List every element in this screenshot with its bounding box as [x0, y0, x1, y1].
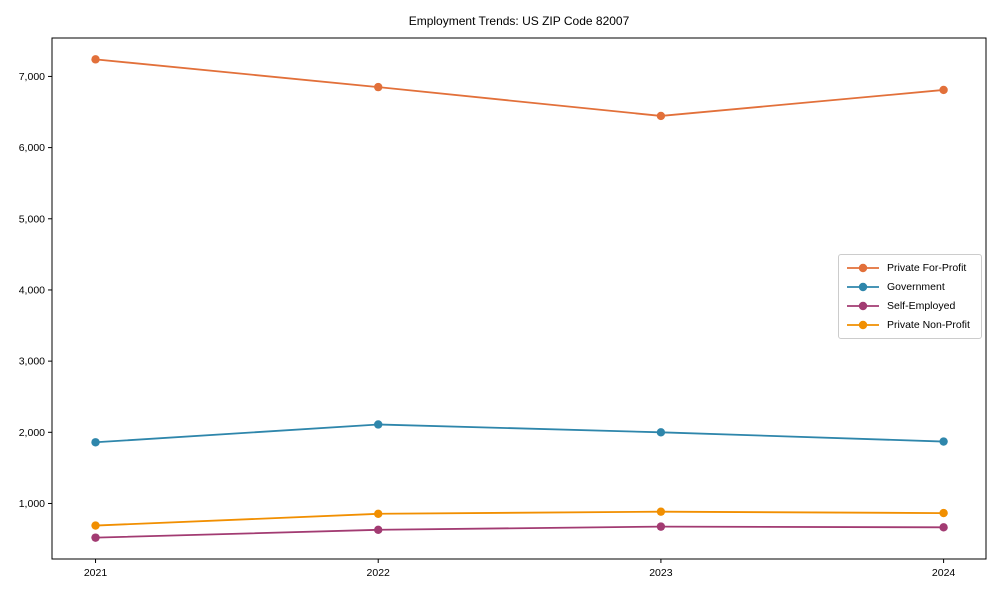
y-tick-label: 2,000	[19, 427, 45, 439]
legend-line-sample	[847, 320, 879, 329]
legend-label: Private Non-Profit	[887, 318, 970, 331]
y-tick-label: 3,000	[19, 356, 45, 368]
y-tick-label: 4,000	[19, 285, 45, 297]
data-point-marker	[939, 523, 948, 532]
x-tick-label: 2022	[367, 567, 391, 579]
legend-item: Self-Employed	[839, 298, 981, 314]
y-tick-label: 1,000	[19, 498, 45, 510]
legend: Private For-Profit Government Self-Employe…	[838, 254, 982, 339]
legend-label: Self-Employed	[887, 299, 956, 312]
legend-line-sample	[847, 264, 879, 273]
data-point-marker	[939, 437, 948, 446]
data-point-marker	[656, 111, 666, 121]
data-point-marker	[91, 521, 100, 530]
x-tick-label: 2021	[84, 567, 108, 579]
y-tick-label: 6,000	[19, 142, 45, 154]
data-point-marker	[91, 55, 100, 64]
series-line-self-employed	[95, 525, 944, 539]
chart-title: Employment Trends: US ZIP Code 82007	[408, 14, 630, 28]
legend-sample-marker-icon	[858, 264, 868, 273]
legend-label: Private For-Profit	[887, 262, 967, 275]
legend-label: Government	[887, 281, 945, 294]
legend-item: Private Non-Profit	[839, 317, 981, 333]
x-tick-label: 2023	[649, 567, 673, 579]
data-point-marker	[656, 428, 666, 437]
legend-sample-marker-icon	[858, 301, 868, 311]
series-line-private-non-profit	[95, 510, 944, 527]
legend-item: Private For-Profit	[839, 260, 981, 276]
legend-line-sample	[847, 282, 879, 292]
legend-sample-marker-icon	[858, 320, 868, 329]
data-point-marker	[374, 420, 383, 429]
data-point-marker	[939, 85, 948, 95]
y-tick-label: 7,000	[19, 71, 45, 83]
series-line-government	[95, 423, 944, 444]
legend-sample-marker-icon	[858, 282, 868, 292]
data-point-marker	[91, 533, 100, 542]
data-point-marker	[939, 508, 948, 518]
x-tick-label: 2024	[932, 567, 956, 579]
y-tick-label: 5,000	[19, 213, 45, 225]
data-point-marker	[374, 525, 383, 535]
data-point-marker	[656, 507, 666, 516]
series-line-private-for-profit	[95, 58, 944, 117]
data-point-marker	[374, 82, 383, 92]
plot-border	[51, 37, 987, 560]
data-point-marker	[91, 438, 100, 447]
data-point-marker	[374, 509, 383, 519]
legend-line-sample	[847, 301, 879, 311]
data-point-marker	[656, 522, 666, 531]
legend-item: Government	[839, 279, 981, 295]
